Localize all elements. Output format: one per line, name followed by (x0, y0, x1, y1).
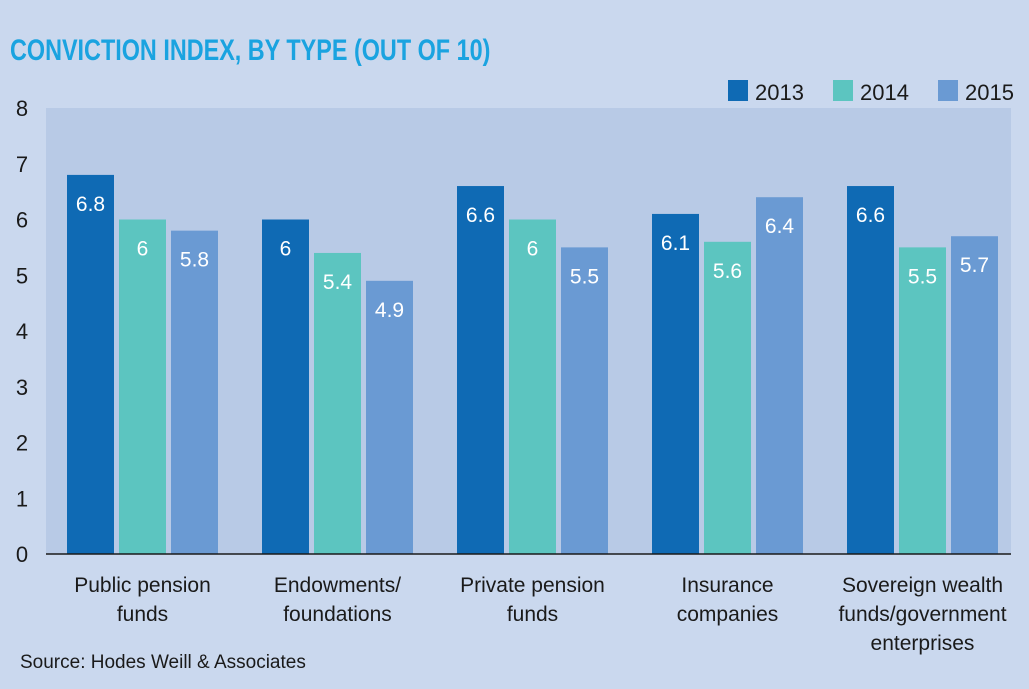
bar-2014 (314, 253, 361, 554)
data-label: 5.8 (180, 249, 209, 272)
data-label: 5.5 (908, 265, 937, 288)
y-tick-label: 8 (16, 96, 28, 121)
chart-legend: 2013 2014 2015 (728, 80, 1014, 105)
bar-2014 (704, 242, 751, 554)
y-axis: 0 1 2 3 4 5 6 7 8 (16, 96, 28, 567)
chart-title: CONVICTION INDEX, BY TYPE (OUT OF 10) (10, 33, 490, 66)
bar-2014 (899, 247, 946, 554)
data-label: 6.1 (661, 232, 690, 255)
y-tick-label: 0 (16, 542, 28, 567)
data-label: 6 (137, 238, 149, 261)
category-label: foundations (283, 603, 392, 626)
data-label: 6.6 (466, 204, 495, 227)
bar-2015 (756, 197, 803, 554)
bar-2013 (262, 220, 309, 555)
data-label: 6.4 (765, 215, 795, 238)
y-tick-label: 3 (16, 375, 28, 400)
category-label: companies (677, 603, 779, 626)
data-label: 5.5 (570, 265, 599, 288)
category-label: Sovereign wealth (842, 574, 1003, 597)
data-label: 5.7 (960, 254, 989, 277)
bar-2014 (119, 220, 166, 555)
y-tick-label: 2 (16, 431, 28, 456)
data-label: 6.6 (856, 204, 885, 227)
legend-swatch-2013 (728, 80, 748, 101)
data-label: 4.9 (375, 299, 404, 322)
bar-2015 (171, 231, 218, 554)
y-tick-label: 5 (16, 263, 28, 288)
y-tick-label: 7 (16, 152, 28, 177)
bar-2013 (847, 186, 894, 554)
category-label: Endowments/ (274, 574, 401, 597)
data-label: 6.8 (76, 193, 105, 216)
y-tick-label: 6 (16, 208, 28, 233)
category-label: Public pension (74, 574, 211, 597)
bar-2013 (652, 214, 699, 554)
y-tick-label: 1 (16, 486, 28, 511)
y-tick-label: 4 (16, 319, 28, 344)
legend-label-2014: 2014 (860, 80, 909, 105)
bar-2015 (951, 236, 998, 554)
conviction-index-chart: CONVICTION INDEX, BY TYPE (OUT OF 10) 20… (0, 0, 1029, 689)
bar-2014 (509, 220, 556, 555)
legend-label-2013: 2013 (755, 80, 804, 105)
bar-2013 (457, 186, 504, 554)
data-label: 6 (527, 238, 539, 261)
x-axis-labels: Public pension funds Endowments/foundation… (74, 574, 1007, 655)
source-note: Source: Hodes Weill & Associates (20, 652, 306, 673)
category-label: funds (117, 603, 168, 626)
category-label: funds (507, 603, 558, 626)
legend-swatch-2015 (938, 80, 958, 101)
bar-2015 (561, 247, 608, 554)
category-label: enterprises (871, 632, 975, 655)
legend-label-2015: 2015 (965, 80, 1014, 105)
bar-2013 (67, 175, 114, 554)
data-label: 5.6 (713, 260, 742, 283)
bar-series: 6.8 6 5.8 6 5.4 4.9 6.6 6 5.5 6.1 5.6 6.4 6.6 5.5 5.7 (67, 175, 998, 554)
category-label: funds/government (838, 603, 1006, 626)
category-label: Private pension (460, 574, 605, 597)
data-label: 6 (280, 238, 292, 261)
legend-swatch-2014 (833, 80, 853, 101)
category-label: Insurance (681, 574, 773, 597)
data-label: 5.4 (323, 271, 353, 294)
